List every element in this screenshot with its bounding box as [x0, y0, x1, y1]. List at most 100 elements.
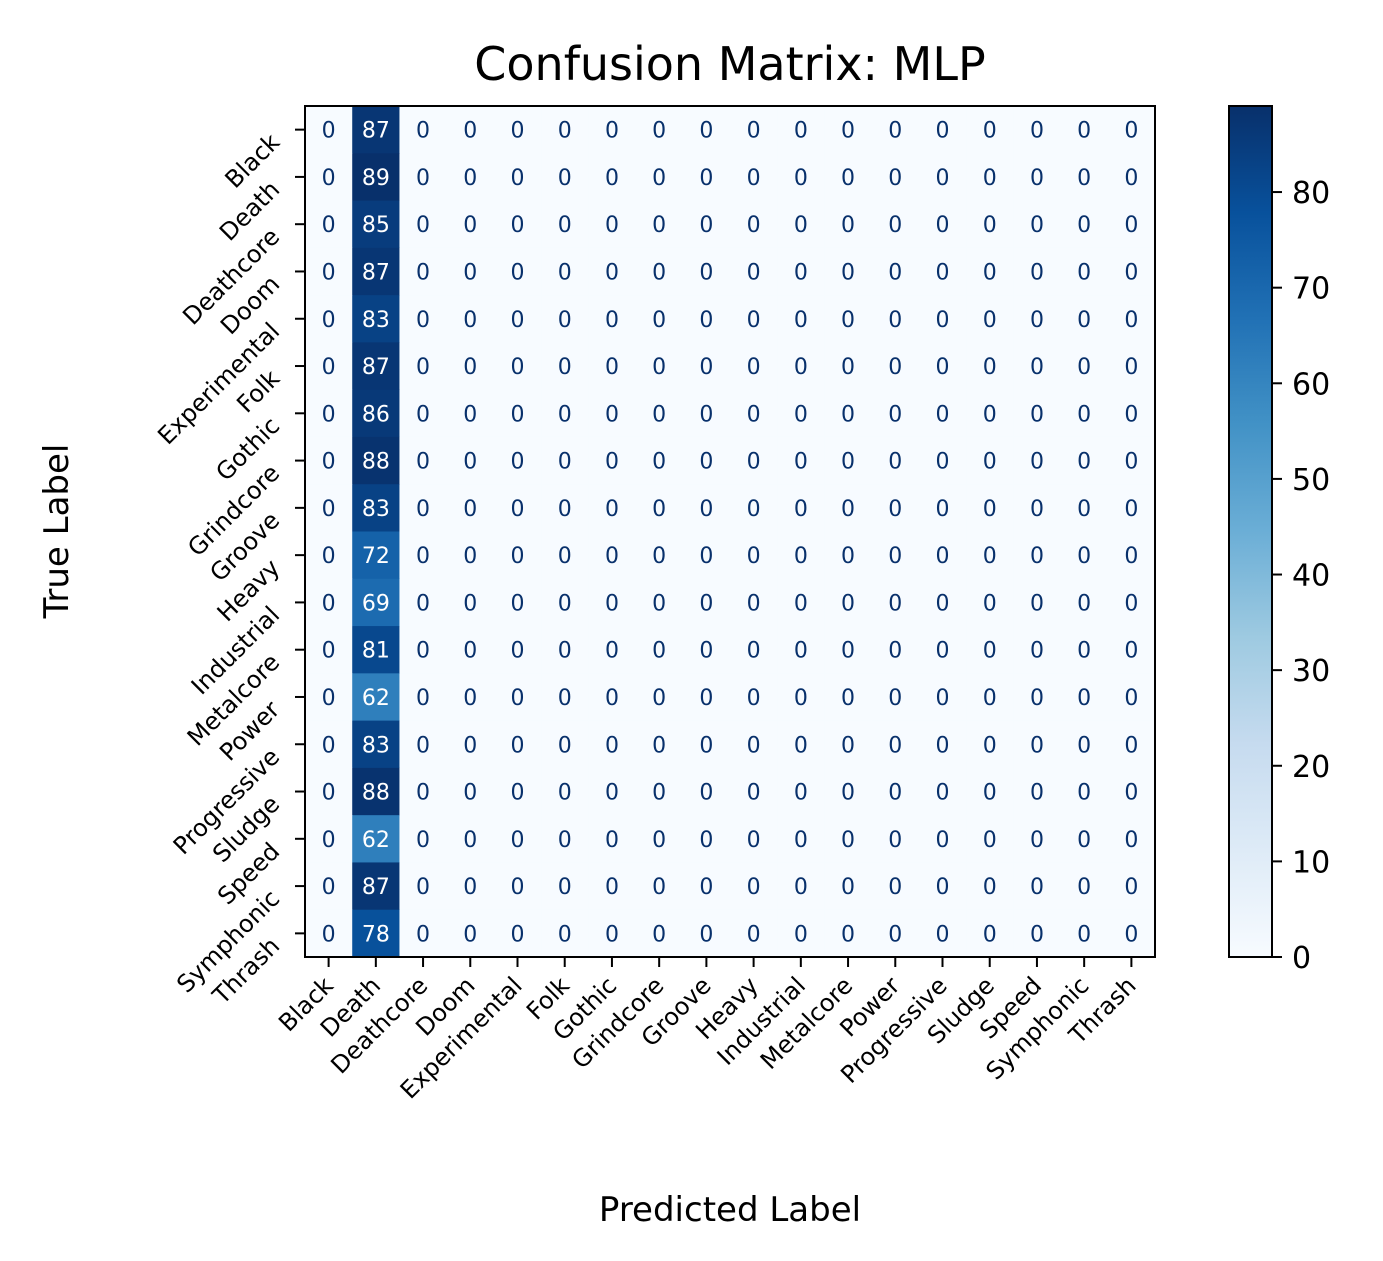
cell-value-label: 0 — [936, 875, 950, 900]
heatmap-cell — [446, 200, 495, 249]
cell-value-label: 0 — [841, 260, 855, 285]
cell-value-label: 0 — [1124, 308, 1138, 333]
cell-value-label: 0 — [794, 450, 808, 475]
cell-value-label: 0 — [322, 591, 336, 616]
heatmap-cell — [777, 484, 825, 532]
heatmap-cell — [824, 389, 873, 438]
cell-value-label: 0 — [463, 875, 477, 900]
cell-value-label: 89 — [362, 166, 390, 191]
cell-value-label: 0 — [888, 355, 902, 380]
cell-value-label: 0 — [558, 308, 572, 333]
heatmap-cell — [730, 153, 778, 202]
heatmap-cell — [966, 247, 1014, 296]
heatmap-cell — [305, 153, 353, 202]
heatmap-cell — [1107, 720, 1156, 769]
cell-value-label: 0 — [652, 828, 666, 853]
heatmap-cell — [1013, 578, 1062, 627]
cell-value-label: 0 — [416, 119, 430, 144]
heatmap-cell — [1013, 153, 1062, 202]
heatmap-cell — [588, 484, 637, 532]
cell-value-label: 0 — [463, 591, 477, 616]
cell-value-label: 0 — [1077, 497, 1091, 522]
cell-value-label: 0 — [1030, 544, 1044, 569]
heatmap-cell — [493, 673, 542, 722]
cell-value-label: 0 — [558, 639, 572, 664]
cell-value-label: 0 — [1077, 781, 1091, 806]
heatmap-cell — [305, 200, 353, 249]
heatmap-cell — [588, 200, 637, 249]
cell-value-label: 0 — [936, 213, 950, 238]
cell-value-label: 0 — [1124, 166, 1138, 191]
heatmap-cell — [305, 815, 353, 863]
cell-value-label: 0 — [983, 781, 997, 806]
cell-value-label: 0 — [936, 450, 950, 475]
cell-value-label: 0 — [983, 591, 997, 616]
cell-value-label: 0 — [652, 450, 666, 475]
cell-value-label: 0 — [936, 828, 950, 853]
cell-value-label: 0 — [416, 166, 430, 191]
cell-value-label: 0 — [699, 402, 713, 427]
heatmap-cell — [730, 815, 778, 863]
cell-value-label: 0 — [699, 308, 713, 333]
cell-value-label: 0 — [652, 922, 666, 947]
cell-value-label: 0 — [747, 213, 761, 238]
heatmap-cell — [1107, 767, 1156, 816]
heatmap-cell — [1060, 153, 1109, 202]
cell-value-label: 0 — [888, 828, 902, 853]
heatmap-cell — [824, 484, 873, 532]
cell-value-label: 0 — [794, 260, 808, 285]
heatmap-cell — [871, 484, 920, 532]
cell-value-label: 0 — [652, 355, 666, 380]
cell-value-label: 0 — [322, 781, 336, 806]
heatmap-cell — [541, 531, 589, 580]
heatmap-cell — [493, 200, 542, 249]
heatmap-cell — [777, 767, 825, 816]
cell-value-label: 0 — [322, 875, 336, 900]
cell-value-label: 0 — [841, 119, 855, 144]
cell-value-label: 0 — [983, 119, 997, 144]
cell-value-label: 0 — [322, 402, 336, 427]
cell-value-label: 0 — [747, 875, 761, 900]
heatmap-cell — [918, 626, 967, 674]
heatmap-cell — [541, 247, 589, 296]
heatmap-cell — [682, 295, 731, 343]
heatmap-cell — [305, 342, 353, 391]
cell-value-label: 85 — [362, 213, 390, 238]
cell-value-label: 0 — [936, 781, 950, 806]
cell-value-label: 0 — [558, 686, 572, 711]
heatmap-cell — [824, 909, 873, 958]
heatmap-cell — [305, 295, 353, 343]
cell-value-label: 0 — [322, 686, 336, 711]
cell-value-label: 0 — [841, 544, 855, 569]
cell-value-label: 0 — [1077, 308, 1091, 333]
heatmap-cell — [918, 720, 967, 769]
cell-value-label: 0 — [747, 308, 761, 333]
cell-value-label: 0 — [1124, 213, 1138, 238]
heatmap-cell — [399, 815, 448, 863]
heatmap-cell — [682, 484, 731, 532]
heatmap-cell — [682, 200, 731, 249]
heatmap-cell — [541, 673, 589, 722]
cell-value-label: 0 — [888, 544, 902, 569]
heatmap-cell — [1107, 862, 1156, 911]
heatmap-cell — [871, 720, 920, 769]
heatmap-cell — [399, 626, 448, 674]
heatmap-cell — [682, 531, 731, 580]
cell-value-label: 0 — [699, 875, 713, 900]
heatmap-cell — [871, 295, 920, 343]
heatmap-cell — [352, 153, 400, 202]
heatmap-cell — [777, 531, 825, 580]
heatmap-cell — [635, 295, 684, 343]
heatmap-cell — [1060, 673, 1109, 722]
cell-value-label: 0 — [983, 308, 997, 333]
heatmap-cell — [352, 484, 400, 532]
cell-value-label: 0 — [747, 686, 761, 711]
heatmap-cell — [399, 673, 448, 722]
cell-value-label: 0 — [747, 166, 761, 191]
cell-value-label: 0 — [322, 828, 336, 853]
heatmap-cell — [399, 295, 448, 343]
heatmap-cell — [352, 247, 400, 296]
heatmap-cell — [730, 389, 778, 438]
heatmap-cell — [682, 862, 731, 911]
cell-value-label: 0 — [1124, 544, 1138, 569]
